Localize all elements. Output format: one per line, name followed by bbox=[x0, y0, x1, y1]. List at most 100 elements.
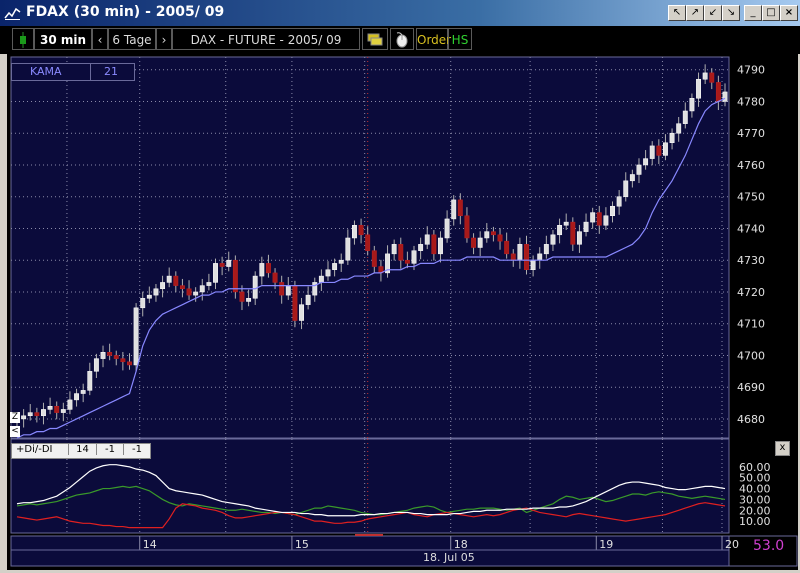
candle-body bbox=[54, 406, 60, 413]
candle bbox=[54, 401, 60, 420]
candle-body bbox=[404, 259, 410, 264]
candle bbox=[338, 253, 344, 272]
arrange-nw-button[interactable]: ↖ bbox=[668, 5, 686, 21]
lower-pane-close-button[interactable]: x bbox=[775, 441, 790, 456]
candle-body bbox=[206, 282, 212, 286]
candle-body bbox=[583, 221, 589, 232]
candle bbox=[358, 218, 364, 244]
arrange-se-button[interactable]: ↘ bbox=[722, 5, 740, 21]
candle-body bbox=[27, 412, 33, 417]
minimize-button[interactable]: _ bbox=[744, 5, 762, 21]
candle bbox=[113, 350, 119, 366]
close-button[interactable]: × bbox=[780, 5, 798, 21]
timeframe-selector[interactable]: 30 min bbox=[34, 28, 92, 50]
candle-body bbox=[74, 393, 80, 401]
candle-body bbox=[352, 225, 357, 239]
candle-body bbox=[543, 244, 549, 255]
candle-body bbox=[530, 259, 536, 270]
candle bbox=[490, 226, 496, 242]
range-next-button[interactable]: › bbox=[156, 28, 172, 50]
mouse-mode-button[interactable] bbox=[390, 28, 414, 50]
candle bbox=[325, 261, 331, 281]
candle-body bbox=[325, 269, 331, 277]
arrange-ne-button[interactable]: ↗ bbox=[686, 5, 704, 21]
kama-indicator-box[interactable]: KAMA 21 bbox=[11, 63, 135, 81]
range-selector[interactable]: 6 Tage bbox=[108, 28, 156, 50]
candle bbox=[623, 172, 629, 202]
candle-body bbox=[41, 409, 46, 417]
candle-body bbox=[199, 285, 205, 293]
candle bbox=[543, 235, 549, 259]
candle bbox=[603, 207, 609, 231]
candle bbox=[93, 353, 99, 378]
candle bbox=[232, 255, 238, 299]
candle-body bbox=[219, 263, 225, 267]
candle-body bbox=[643, 158, 649, 166]
hs-button[interactable]: HS bbox=[448, 28, 472, 50]
candle bbox=[398, 237, 404, 269]
candle bbox=[662, 134, 668, 161]
candle bbox=[583, 213, 589, 237]
candle-style-button[interactable] bbox=[12, 28, 34, 50]
candle bbox=[477, 231, 483, 257]
candle-body bbox=[629, 174, 635, 182]
candle bbox=[246, 289, 252, 307]
candle-body bbox=[173, 275, 179, 286]
candle-body bbox=[100, 352, 106, 359]
candle-body bbox=[550, 234, 556, 245]
candle-body bbox=[318, 275, 324, 283]
candle bbox=[557, 218, 563, 244]
candle bbox=[226, 251, 232, 272]
candle-body bbox=[649, 145, 655, 159]
candle-body bbox=[715, 82, 721, 102]
candle bbox=[352, 220, 357, 245]
candle-body bbox=[504, 240, 510, 255]
price-tick-label: 4740 bbox=[737, 222, 765, 235]
candle bbox=[265, 254, 271, 278]
minus-di-line bbox=[16, 502, 726, 529]
price-tick-label: 4710 bbox=[737, 318, 765, 331]
candle-body bbox=[120, 358, 126, 363]
candle-body bbox=[338, 259, 344, 264]
windows-button[interactable] bbox=[362, 28, 388, 50]
candle bbox=[292, 280, 298, 328]
price-tick-label: 4750 bbox=[737, 191, 765, 204]
candle bbox=[173, 271, 179, 293]
candle-body bbox=[239, 291, 245, 302]
range-prev-button[interactable]: ‹ bbox=[92, 28, 108, 50]
candle-body bbox=[689, 98, 695, 112]
price-tick-label: 4790 bbox=[737, 64, 765, 77]
candle bbox=[153, 284, 159, 302]
instrument-name[interactable]: DAX - FUTURE - 2005/ 09 bbox=[172, 28, 360, 50]
candle bbox=[146, 286, 152, 304]
candle bbox=[107, 343, 113, 361]
order-button[interactable]: Order bbox=[416, 28, 451, 50]
candle bbox=[497, 228, 503, 250]
candle bbox=[60, 402, 66, 422]
scroll-left-button[interactable]: < bbox=[10, 426, 20, 437]
window-title: FDAX (30 min) - 2005/ 09 bbox=[26, 4, 225, 20]
candle-body bbox=[160, 282, 166, 290]
maximize-button[interactable]: □ bbox=[762, 5, 780, 21]
chart-area: 4790 4780 4770 4760 4750 4740 4730 4720 4710 4700… bbox=[7, 54, 798, 570]
price-chart-svg[interactable]: 4790 4780 4770 4760 4750 4740 4730 4720 4710 4700… bbox=[7, 54, 798, 570]
candle-body bbox=[596, 212, 602, 226]
candle bbox=[636, 158, 642, 184]
candle-body bbox=[186, 288, 192, 296]
zoom-tool-button[interactable]: Z bbox=[10, 412, 20, 423]
dmi-indicator-box[interactable]: +Di/-DI 14 -1 -1 bbox=[11, 443, 151, 459]
candle bbox=[444, 210, 450, 243]
candle bbox=[193, 287, 199, 302]
candle bbox=[239, 285, 245, 311]
app-logo-icon bbox=[4, 7, 21, 20]
candle bbox=[563, 213, 569, 231]
dmi-tick-label: 20.00 bbox=[739, 504, 771, 517]
candle-body bbox=[696, 78, 701, 99]
candle-body bbox=[438, 237, 443, 255]
candle bbox=[47, 397, 53, 415]
arrange-sw-button[interactable]: ↙ bbox=[704, 5, 722, 21]
dmi-tick-label: 60.00 bbox=[739, 461, 771, 474]
candle bbox=[629, 169, 635, 188]
candle-body bbox=[47, 406, 53, 410]
candle-body bbox=[418, 244, 424, 251]
